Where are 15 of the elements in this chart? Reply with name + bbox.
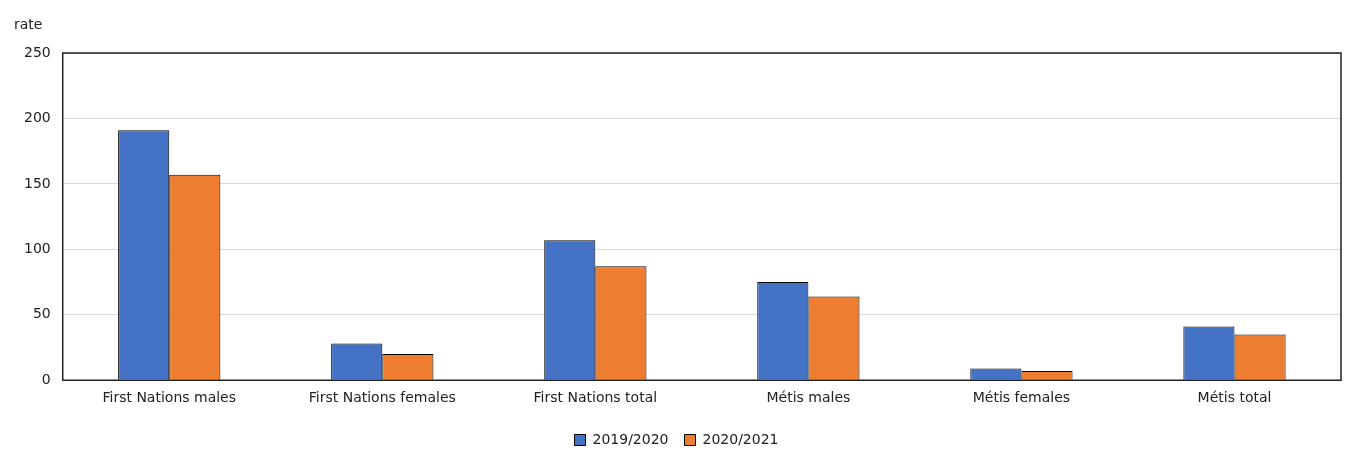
y-tick-label: 250	[23, 43, 51, 60]
y-tick-label: 0	[41, 370, 51, 387]
y-tick-label: 200	[23, 109, 51, 126]
y-tick-label: 50	[32, 305, 51, 322]
legend-label: 2019/2020	[592, 430, 669, 447]
x-tick-label: First Nations total	[533, 389, 658, 406]
y-axis-title: rate	[14, 15, 43, 32]
y-tick-label: 150	[23, 174, 51, 191]
x-tick-label: First Nations females	[308, 389, 456, 406]
x-tick-label: Métis males	[766, 389, 851, 406]
x-tick-label: First Nations males	[102, 389, 237, 406]
x-tick-label: Métis females	[972, 389, 1071, 406]
legend-label: 2020/2021	[702, 430, 779, 447]
x-tick-label: Métis total	[1197, 389, 1272, 406]
y-tick-label: 100	[23, 239, 51, 256]
